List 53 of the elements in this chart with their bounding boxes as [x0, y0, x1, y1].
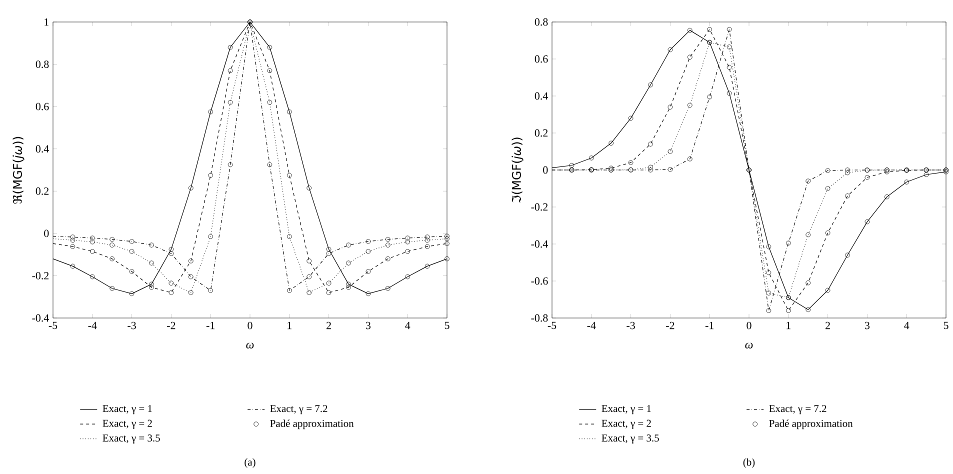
x-tick-label: -4 [88, 322, 97, 330]
legend-label: Padé approximation [270, 420, 354, 430]
legend-label: Exact, γ = 2 [602, 420, 651, 429]
y-tick-label: 0 [44, 230, 49, 238]
x-tick-label: -5 [548, 322, 556, 330]
x-tick-label: -3 [128, 322, 136, 330]
x-tick-label: 3 [865, 322, 870, 330]
x-tick-label: -2 [666, 322, 674, 330]
legend-label: Exact, γ = 7.2 [270, 405, 328, 414]
x-tick-label: 0 [248, 322, 252, 330]
x-tick-label: 3 [366, 322, 371, 330]
y-tick-label: -0.6 [531, 277, 548, 285]
y-tick-label: 1 [44, 18, 48, 26]
legend-label: Exact, γ = 3.5 [602, 434, 659, 444]
legend-label: Exact, γ = 2 [102, 420, 152, 429]
x-tick-label: -2 [167, 322, 176, 330]
x-tick-label: -3 [626, 322, 635, 330]
legend-label: Exact, γ = 1 [602, 405, 651, 414]
x-tick-label: -1 [705, 322, 714, 330]
y-tick-label: 0.2 [36, 187, 49, 195]
x-tick-label: -4 [587, 322, 596, 330]
text: (b) [743, 458, 755, 468]
x-axis-title: ω [745, 342, 753, 348]
x-tick-label: 1 [786, 322, 790, 330]
y-tick-label: 0 [543, 166, 548, 174]
text: (a) [244, 458, 256, 468]
y-tick-label: -0.2 [531, 203, 548, 211]
x-tick-label: 2 [826, 322, 830, 330]
x-tick-label: 1 [288, 322, 292, 330]
y-tick-label: 0.6 [534, 55, 548, 63]
x-tick-label: 4 [904, 322, 910, 330]
y-tick-label: 0.8 [534, 18, 548, 26]
x-axis-title: ω [246, 342, 254, 348]
legend-label: Exact, γ = 7.2 [769, 405, 826, 414]
y-tick-label: 0.6 [36, 102, 49, 110]
y-tick-label: 0.4 [534, 92, 548, 100]
y-tick-label: 0.2 [534, 129, 548, 137]
x-tick-label: 0 [746, 322, 752, 330]
legend-label: Padé approximation [769, 420, 853, 430]
x-tick-label: -5 [48, 322, 58, 330]
y-tick-label: 0.4 [36, 145, 49, 153]
y-tick-label: 0.8 [36, 60, 49, 68]
x-tick-label: -1 [206, 322, 214, 330]
x-tick-label: 2 [326, 322, 331, 330]
y-tick-label: -0.2 [32, 272, 49, 280]
legend-label: Exact, γ = 3.5 [102, 434, 160, 444]
x-tick-label: 5 [444, 322, 450, 330]
y-tick-label: -0.4 [32, 314, 49, 322]
y-tick-label: -0.4 [531, 240, 548, 248]
x-tick-label: 4 [405, 322, 410, 330]
y-tick-label: -0.8 [531, 314, 548, 322]
legend-label: Exact, γ = 1 [102, 405, 152, 414]
x-tick-label: 5 [944, 322, 948, 330]
